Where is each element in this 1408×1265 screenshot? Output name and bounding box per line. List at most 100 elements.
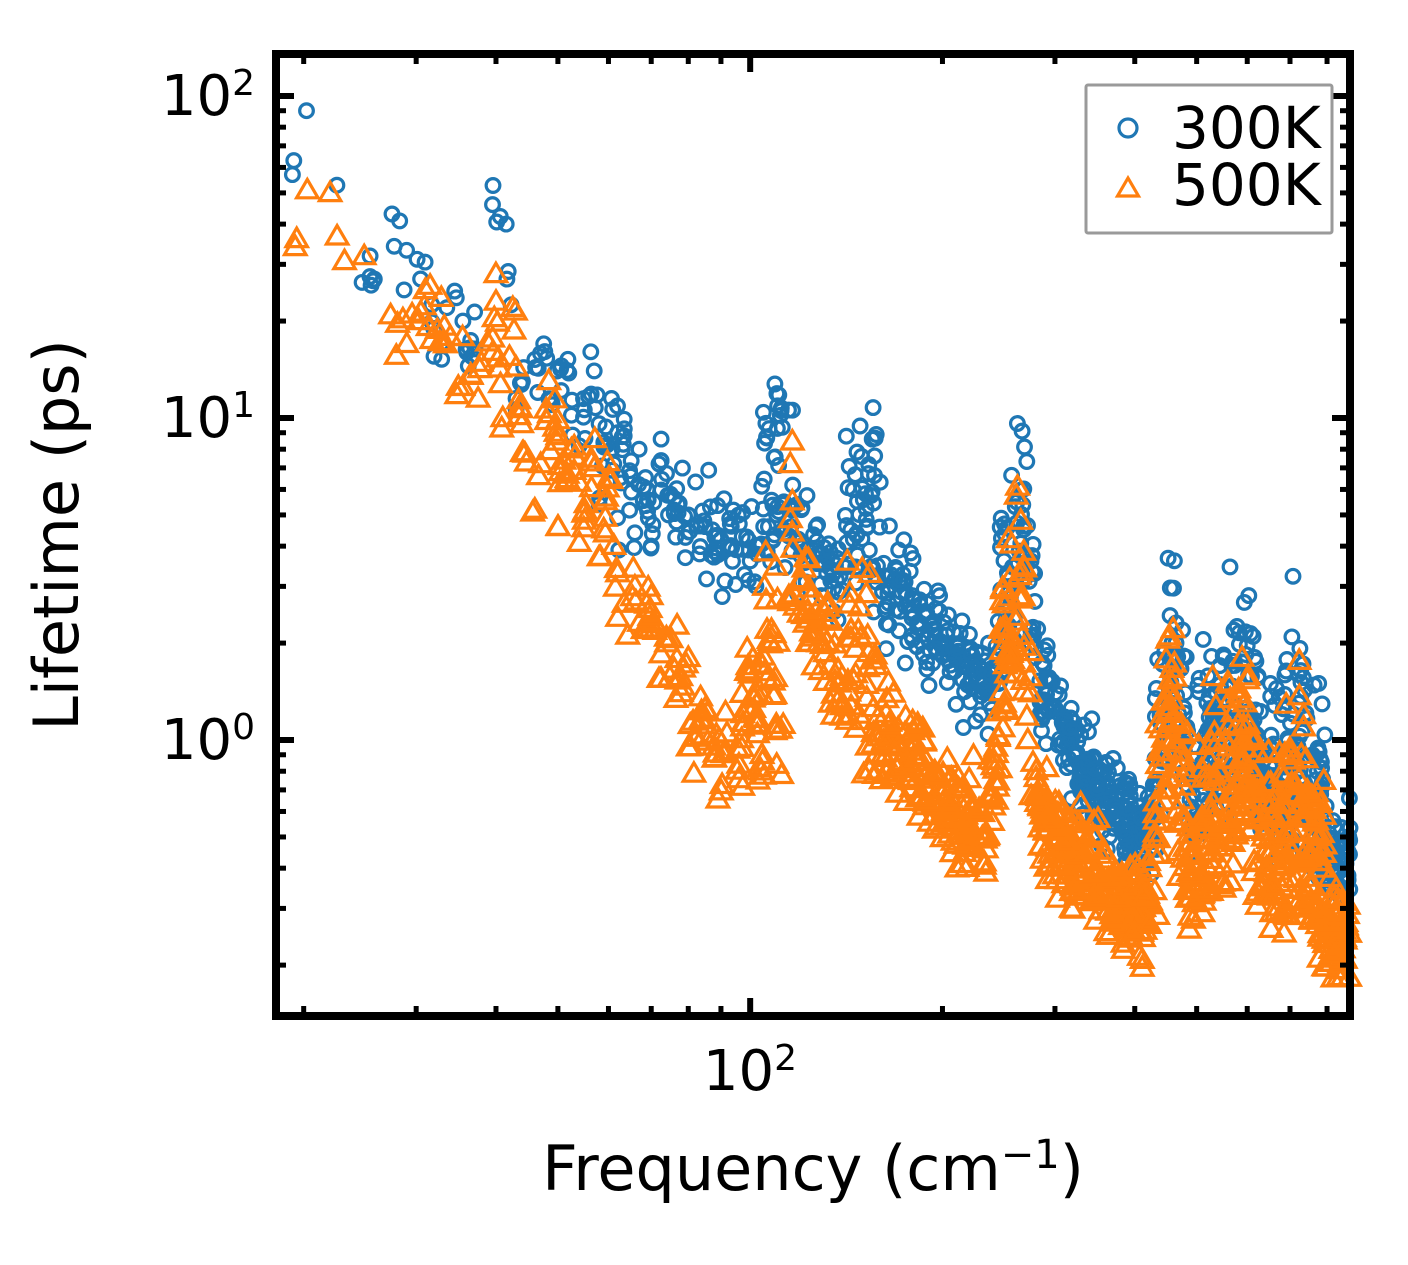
data-point	[652, 452, 670, 470]
data-point	[1172, 759, 1200, 783]
data-point	[953, 811, 981, 835]
data-point	[1179, 840, 1207, 864]
data-point	[283, 224, 311, 249]
data-point	[880, 517, 898, 535]
data-point	[1007, 506, 1035, 530]
y-tick-label-100: 102	[161, 63, 255, 129]
data-point	[712, 698, 739, 722]
data-point	[949, 638, 967, 656]
data-point	[614, 621, 642, 645]
data-point	[853, 683, 881, 707]
data-point	[1215, 745, 1243, 769]
data-point	[766, 526, 784, 544]
data-point	[1316, 863, 1344, 887]
data-point	[867, 426, 885, 443]
data-point	[529, 359, 547, 377]
data-point	[676, 549, 694, 567]
data-point	[1241, 780, 1269, 804]
data-point	[729, 713, 756, 737]
data-point	[681, 523, 699, 541]
data-point	[1143, 710, 1171, 734]
data-point	[488, 414, 516, 438]
data-point	[962, 647, 980, 665]
data-point	[1259, 872, 1287, 896]
data-point	[1219, 699, 1247, 723]
data-point	[848, 443, 866, 461]
data-point	[544, 513, 572, 537]
data-point	[752, 538, 780, 562]
data-point	[900, 726, 928, 750]
data-point	[1279, 817, 1306, 841]
data-point	[842, 714, 870, 738]
data-point	[1177, 883, 1205, 907]
data-point	[1291, 640, 1309, 657]
data-point	[803, 620, 831, 644]
data-point	[623, 483, 640, 501]
data-point	[1168, 738, 1196, 762]
data-point	[856, 756, 884, 780]
data-point	[904, 709, 932, 734]
data-point	[1170, 772, 1198, 796]
data-point	[840, 457, 858, 475]
data-point	[807, 656, 834, 681]
data-point	[932, 808, 960, 832]
data-point	[585, 362, 603, 380]
data-point	[816, 607, 844, 631]
data-point	[1013, 702, 1041, 726]
data-point	[444, 372, 472, 396]
data-point	[1057, 894, 1085, 918]
data-point	[1228, 643, 1256, 667]
data-point	[1082, 823, 1110, 847]
data-point	[1240, 758, 1267, 782]
data-point	[933, 744, 961, 768]
data-point	[293, 176, 321, 200]
data-point	[837, 692, 865, 716]
data-point	[852, 580, 880, 604]
data-point	[601, 573, 629, 597]
series-500k	[281, 176, 1364, 988]
data-point	[1225, 793, 1253, 817]
data-point	[859, 730, 887, 754]
data-point	[577, 448, 605, 472]
data-point	[582, 343, 600, 361]
data-point	[1300, 795, 1328, 820]
data-point	[931, 587, 949, 605]
data-point	[841, 634, 869, 658]
data-point	[1089, 776, 1106, 794]
data-point	[936, 783, 964, 807]
data-point	[662, 684, 690, 708]
data-point	[797, 623, 825, 647]
data-point	[891, 571, 909, 589]
data-point	[912, 633, 930, 651]
data-point	[1203, 647, 1221, 665]
data-point	[861, 641, 889, 665]
data-point	[1052, 677, 1070, 695]
data-point	[918, 660, 936, 678]
data-point	[728, 733, 756, 757]
data-point	[519, 498, 547, 522]
data-point	[723, 756, 751, 780]
data-point	[762, 715, 790, 739]
data-point	[1245, 740, 1273, 764]
data-point	[1234, 666, 1262, 690]
data-point	[975, 661, 993, 679]
data-point	[1004, 472, 1032, 496]
data-point	[1128, 945, 1156, 969]
data-point	[876, 708, 904, 732]
data-point	[600, 531, 628, 555]
data-point	[762, 552, 790, 576]
data-point	[466, 303, 484, 321]
data-point	[1136, 910, 1164, 934]
x-axis-label-superscript: −1	[1001, 1132, 1060, 1178]
data-point	[1146, 755, 1174, 779]
data-point	[776, 584, 803, 608]
data-point	[1017, 782, 1045, 806]
data-point	[947, 695, 965, 713]
data-point	[364, 272, 382, 290]
data-point	[998, 530, 1026, 554]
data-point	[989, 573, 1017, 598]
data-point	[960, 741, 987, 766]
data-point	[1306, 847, 1334, 871]
data-point	[779, 534, 807, 558]
